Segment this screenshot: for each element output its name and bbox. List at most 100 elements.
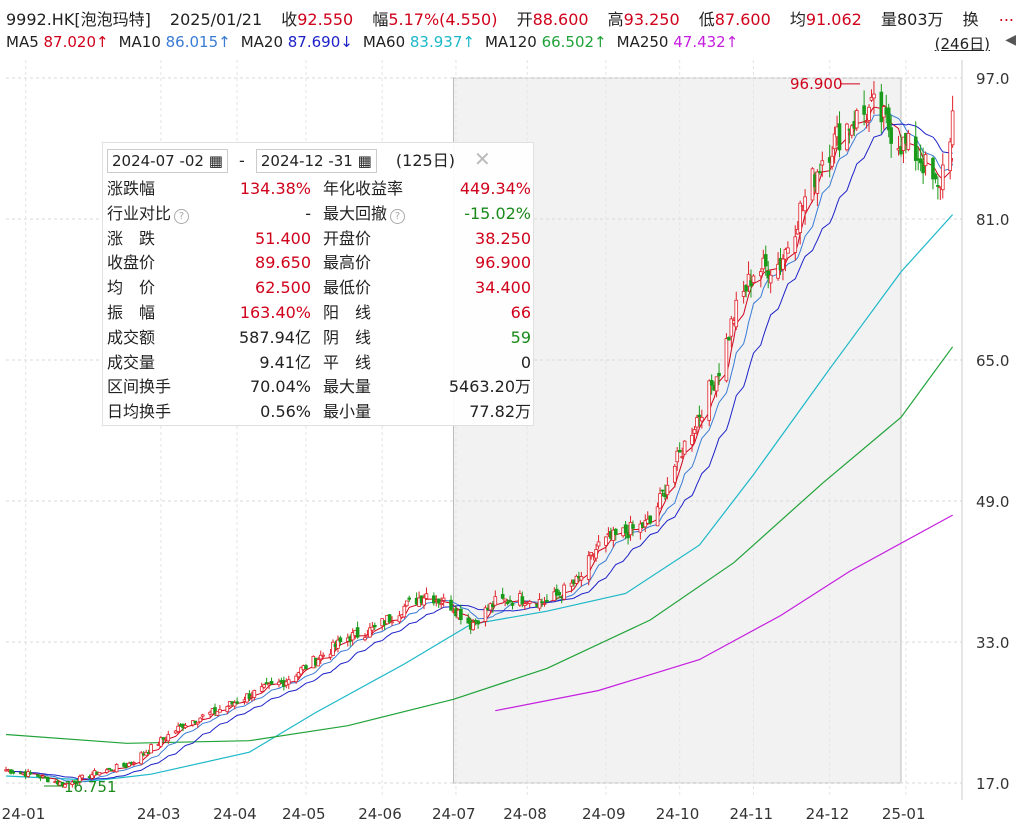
candle-body: [936, 185, 940, 187]
candle-body: [665, 484, 670, 496]
candle-body: [648, 515, 652, 524]
candle-body: [338, 637, 343, 643]
candle-body: [264, 682, 269, 685]
help-icon[interactable]: ?: [174, 208, 190, 224]
start-date-picker[interactable]: 2024-07 -02 ▦: [107, 149, 228, 173]
stats-row: 收盘价 89.650 最高价 96.900: [107, 251, 531, 276]
stat-v2: 96.900: [475, 253, 531, 273]
candle-body: [503, 598, 507, 602]
symbol-label[interactable]: 9992.HK[泡泡玛特]: [6, 10, 151, 29]
candle-body: [832, 133, 837, 150]
stat-v1: 62.500: [255, 278, 311, 298]
y-tick-label: 33.0: [976, 634, 1009, 652]
x-tick-label: 24-11: [729, 805, 773, 823]
candle-body: [436, 598, 441, 604]
candle-body: [218, 709, 222, 713]
end-date-picker[interactable]: 2024-12 -31 ▦: [255, 149, 377, 173]
max-price-label: 96.900: [790, 75, 843, 93]
candle-body: [768, 274, 773, 284]
candle-body: [918, 158, 923, 164]
candle-body: [407, 597, 412, 600]
candle-body: [751, 275, 756, 283]
range-dash: -: [239, 151, 245, 170]
candle-body: [886, 107, 891, 131]
candle-body: [213, 707, 217, 714]
ma-legend-item: MA120 66.502↑: [484, 33, 607, 51]
candle-body: [500, 594, 505, 599]
candle-body: [672, 465, 677, 483]
stat-v2: 59: [510, 327, 531, 347]
candle-body: [38, 776, 43, 779]
ma-legend-item: MA5 87.020↑: [6, 33, 109, 51]
stat-v1: 9.41亿: [259, 352, 311, 372]
candle-body: [41, 775, 45, 778]
candle-body: [432, 595, 436, 604]
candle-body: [363, 637, 367, 641]
candle-body: [655, 506, 660, 527]
candle-body: [950, 110, 955, 146]
candle-body: [818, 171, 822, 173]
candle-body: [232, 702, 237, 707]
candle-body: [579, 576, 584, 581]
candle-body: [697, 414, 702, 418]
candle-body: [299, 667, 303, 675]
candle-body: [921, 161, 925, 174]
candle-body: [422, 597, 426, 606]
stat-v2: 449.34%: [459, 179, 531, 198]
stat-l1: 均 价: [107, 278, 156, 298]
close-field: 收92.550: [281, 10, 354, 29]
candle-body: [850, 125, 854, 136]
volume-field: 量803万: [880, 10, 944, 29]
x-tick-label: 24-04: [213, 805, 257, 823]
candle-body: [252, 690, 257, 698]
stat-v1: 134.38%: [239, 179, 311, 198]
candle-body: [658, 493, 662, 509]
candle-body: [594, 549, 598, 559]
candle-body: [869, 97, 874, 101]
candle-body: [198, 717, 203, 723]
x-tick-label: 24-09: [582, 805, 626, 823]
candle-body: [200, 714, 205, 717]
stat-l2: 阳 线: [323, 302, 372, 322]
candle-body: [933, 173, 938, 180]
more-button[interactable]: ...: [998, 6, 1014, 25]
candle-body: [948, 141, 952, 171]
candle-body: [707, 380, 712, 421]
candle-body: [781, 258, 785, 270]
open-field: 开88.600: [516, 10, 589, 29]
collapse-icon[interactable]: ◀: [1005, 32, 1016, 48]
close-icon[interactable]: ✕: [474, 147, 491, 171]
candle-body: [105, 769, 109, 773]
stats-row: 成交额 587.94亿阴 线 59: [107, 326, 531, 351]
ma-legend-item: MA250 47.432↑: [616, 33, 739, 51]
ma-legend-item: MA60 83.937↑: [362, 33, 475, 51]
candle-body: [695, 417, 699, 428]
stat-v1: -: [305, 203, 311, 223]
stat-v1: 51.400: [255, 228, 311, 248]
candle-body: [749, 280, 753, 287]
help-icon[interactable]: ?: [390, 208, 406, 224]
candle-body: [114, 764, 119, 773]
candle-body: [913, 136, 918, 161]
candle-body: [744, 285, 748, 292]
candle-body: [321, 654, 325, 657]
candle-body: [510, 602, 515, 606]
candle-body: [557, 591, 562, 596]
candle-body: [262, 684, 266, 688]
stat-v1: 89.650: [255, 253, 311, 273]
candle-body: [734, 299, 739, 328]
ma-line-ma20: [5, 123, 953, 780]
candle-body: [132, 762, 136, 764]
candle-body: [763, 254, 768, 267]
candle-body: [267, 683, 271, 686]
high-field: 高93.250: [607, 10, 680, 29]
ma-line-ma60: [5, 214, 954, 782]
candle-body: [746, 273, 751, 287]
candle-body: [596, 541, 601, 547]
candle-body: [660, 489, 665, 492]
days-selector[interactable]: (246日): [934, 35, 990, 53]
candle-body: [318, 654, 323, 660]
candle-body: [574, 575, 579, 584]
candle-body: [786, 247, 790, 254]
range-row: 2024-07 -02 ▦ - 2024-12 -31 ▦ (125日) ✕: [107, 147, 527, 173]
